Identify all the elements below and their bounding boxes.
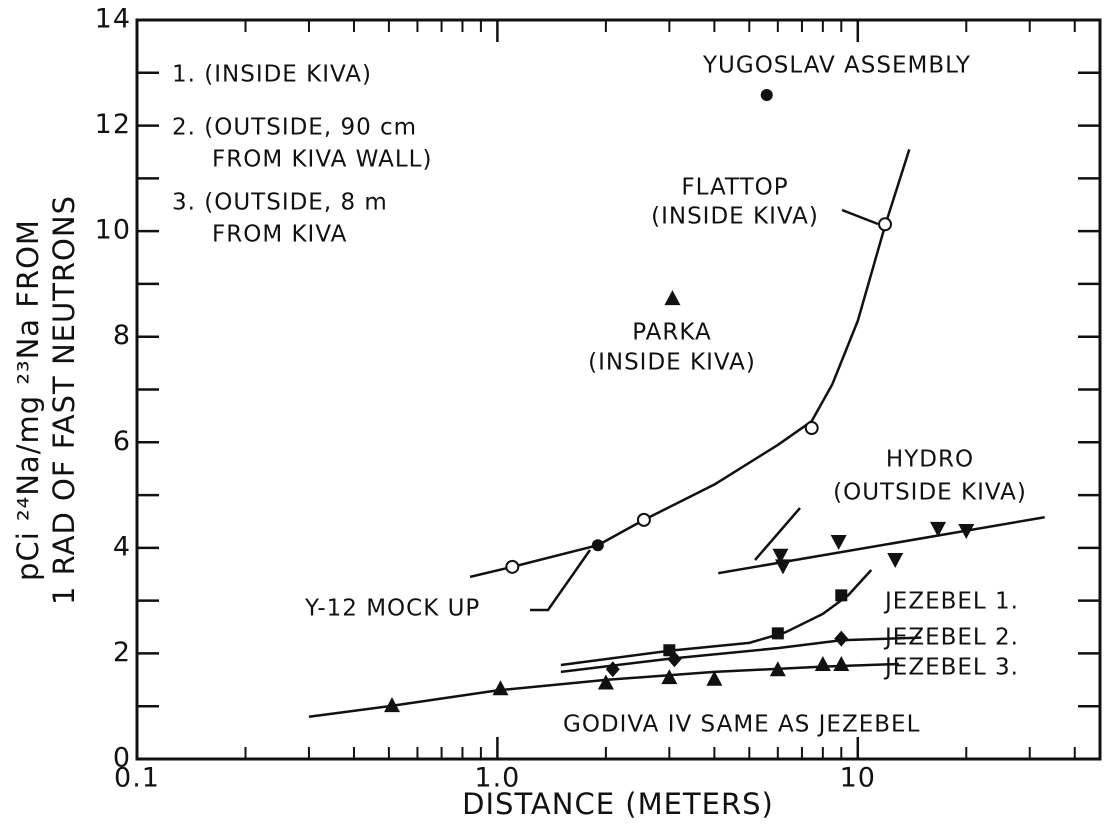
fit-curve (560, 636, 922, 674)
point (384, 697, 401, 713)
pointer (754, 507, 801, 561)
pointer (841, 208, 879, 226)
point (492, 680, 509, 696)
annotation: HYDRO (886, 447, 974, 473)
annotation: (INSIDE KIVA) (651, 204, 819, 230)
y-tick-label: 2 (113, 637, 131, 668)
annotation: 1. (INSIDE KIVA) (172, 62, 372, 88)
point (835, 589, 848, 602)
point (772, 548, 789, 564)
point (636, 512, 651, 527)
point (804, 421, 819, 436)
point (505, 559, 520, 574)
point (760, 88, 773, 101)
y-tick-label: 8 (113, 320, 131, 351)
point (605, 661, 620, 678)
x-axis-label: DISTANCE (METERS) (462, 787, 774, 821)
point (597, 674, 614, 690)
annotation: JEZEBEL 1. (883, 589, 1019, 615)
point (663, 644, 676, 657)
y-tick-label: 0 (113, 743, 131, 774)
fit-curve (718, 516, 1045, 575)
y-axis-label: 1 RAD OF FAST NEUTRONS (47, 195, 81, 605)
y-tick-label: 6 (113, 426, 131, 457)
point (878, 217, 893, 232)
y-axis-label: pCi ²⁴Na/mg ²³Na FROM (11, 219, 45, 581)
pointer (530, 549, 592, 612)
y-tick-label: 12 (95, 109, 131, 140)
point (834, 630, 849, 647)
point (958, 523, 975, 539)
point (833, 655, 850, 671)
point (930, 521, 947, 537)
fit-curve (469, 148, 911, 579)
x-tick-label: 1.0 (474, 763, 520, 794)
point (814, 655, 831, 671)
point (771, 627, 784, 640)
y-tick-label: 14 (95, 4, 131, 35)
y-tick-label: 10 (95, 215, 131, 246)
annotation: GODIVA IV SAME AS JEZEBEL (563, 712, 920, 738)
fit-curve (560, 569, 873, 667)
point (706, 670, 723, 686)
annotation: Y-12 MOCK UP (304, 596, 480, 622)
annotation: JEZEBEL 3. (883, 655, 1019, 681)
annotation: JEZEBEL 2. (883, 625, 1019, 651)
point (664, 290, 681, 306)
annotation: (OUTSIDE KIVA) (833, 480, 1027, 506)
x-tick-label: 10 (840, 763, 876, 794)
annotation: YUGOSLAV ASSEMBLY (702, 53, 971, 79)
annotation: 2. (OUTSIDE, 90 cm (172, 115, 417, 141)
annotation: FLATTOP (681, 175, 788, 201)
point (661, 669, 678, 685)
annotation: FROM KIVA WALL) (212, 147, 432, 173)
annotation: FROM KIVA (212, 222, 347, 248)
point (769, 661, 786, 677)
point (591, 539, 604, 552)
annotation: PARKA (632, 320, 712, 346)
x-tick-label: 0.1 (114, 763, 160, 794)
point (667, 651, 682, 668)
annotation: 3. (OUTSIDE, 8 m (172, 190, 388, 216)
point (887, 552, 904, 568)
point (830, 535, 847, 551)
y-tick-label: 4 (113, 531, 131, 562)
point (774, 559, 791, 575)
annotation: (INSIDE KIVA) (588, 350, 756, 376)
